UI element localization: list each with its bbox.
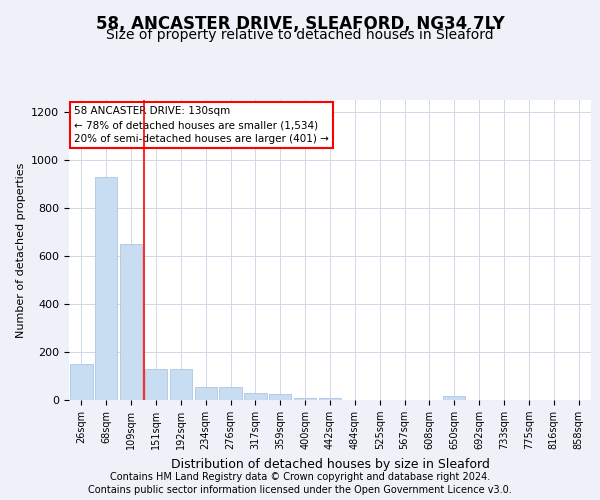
Text: Contains HM Land Registry data © Crown copyright and database right 2024.: Contains HM Land Registry data © Crown c…: [110, 472, 490, 482]
Bar: [443, 396, 466, 400]
Bar: [95, 177, 118, 400]
Bar: [244, 393, 266, 400]
Text: Contains public sector information licensed under the Open Government Licence v3: Contains public sector information licen…: [88, 485, 512, 495]
Bar: [220, 387, 242, 400]
X-axis label: Distribution of detached houses by size in Sleaford: Distribution of detached houses by size …: [170, 458, 490, 470]
Text: 58, ANCASTER DRIVE, SLEAFORD, NG34 7LY: 58, ANCASTER DRIVE, SLEAFORD, NG34 7LY: [95, 15, 505, 33]
Bar: [294, 398, 316, 400]
Bar: [170, 369, 192, 400]
Y-axis label: Number of detached properties: Number of detached properties: [16, 162, 26, 338]
Bar: [319, 398, 341, 400]
Bar: [70, 364, 92, 400]
Text: Size of property relative to detached houses in Sleaford: Size of property relative to detached ho…: [106, 28, 494, 42]
Bar: [145, 369, 167, 400]
Text: 58 ANCASTER DRIVE: 130sqm
← 78% of detached houses are smaller (1,534)
20% of se: 58 ANCASTER DRIVE: 130sqm ← 78% of detac…: [74, 106, 329, 144]
Bar: [120, 244, 142, 400]
Bar: [269, 394, 292, 400]
Bar: [194, 387, 217, 400]
